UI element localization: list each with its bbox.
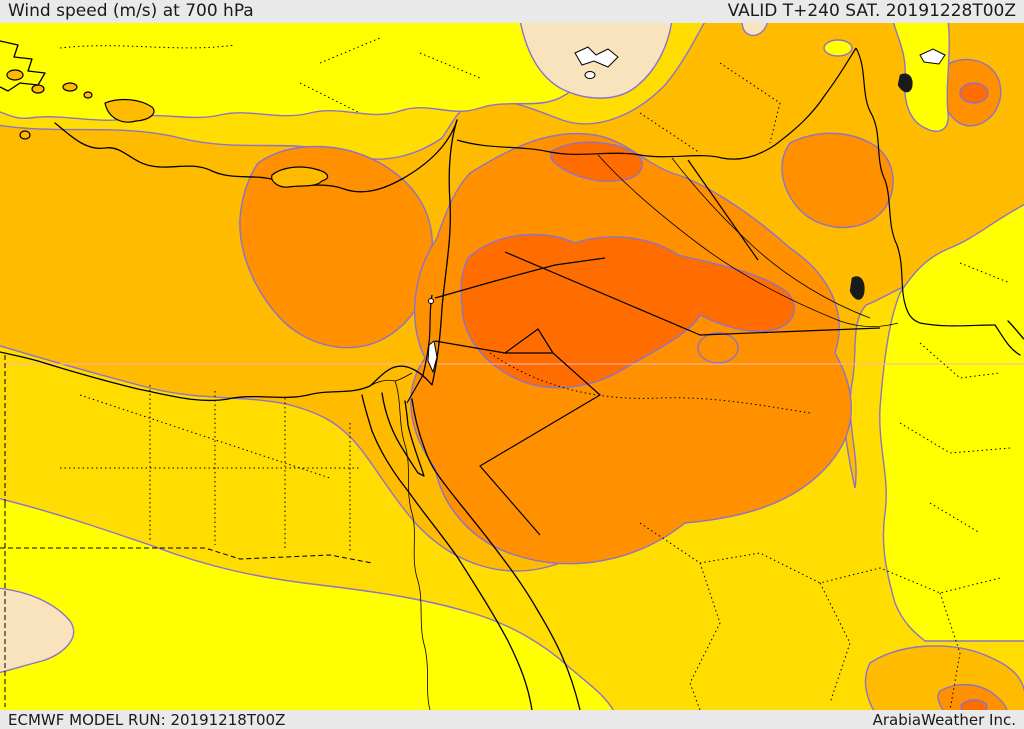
band-6-main-core — [460, 233, 795, 389]
admin-boundary-layer — [0, 37, 1011, 710]
aegean-island — [62, 82, 78, 92]
jordan-saudi-border — [434, 328, 601, 536]
turkey-lakes — [574, 46, 619, 68]
aegean-island — [83, 91, 93, 99]
band-6-northeast-core — [959, 82, 989, 104]
cyprus-island — [271, 166, 329, 188]
nile-river — [369, 372, 431, 710]
band-6-corner-core — [960, 699, 988, 710]
band-5-small-blob — [697, 332, 739, 364]
greek-coast-fragment — [0, 40, 46, 92]
brand-label: ArabiaWeather Inc. — [872, 710, 1016, 729]
turkey-south-border — [456, 47, 857, 160]
turkey-admin-lines — [59, 37, 781, 154]
band-2-iran-region — [879, 203, 1024, 642]
band-1-southwest-region — [0, 587, 75, 674]
border-layer — [406, 47, 996, 536]
turkey-small-lake — [584, 71, 596, 79]
persian-gulf-coastline — [994, 320, 1024, 356]
dead-sea — [427, 340, 438, 374]
egypt-sudan-border — [0, 547, 373, 564]
iran-iraq-border — [855, 47, 996, 327]
lake-urmia — [897, 73, 913, 93]
aegean-island — [19, 130, 31, 140]
saudi-admin-lines — [639, 522, 1001, 710]
band-2-small-patch — [823, 39, 853, 57]
header-bar: Wind speed (m/s) at 700 hPa VALID T+240 … — [0, 0, 1024, 23]
band-5-corner-core — [937, 684, 1008, 710]
syria-iraq-border — [687, 159, 759, 261]
river-layer — [369, 154, 899, 710]
map-canvas — [0, 23, 1024, 710]
band-5-levant-blob — [239, 145, 433, 349]
tigris-river — [671, 157, 871, 319]
coastline-layer — [0, 40, 1024, 710]
aegean-island — [31, 84, 45, 94]
zagros-lake — [849, 276, 865, 300]
levant-egypt-coastline — [0, 119, 458, 402]
jordan-valley-border — [406, 294, 433, 404]
band-2-southwest-region — [0, 498, 614, 710]
syria-jordan-border — [434, 257, 606, 299]
wind-speed-contour-map — [0, 23, 1024, 710]
euphrates-river — [597, 154, 899, 327]
lake-layer — [427, 46, 946, 374]
lake-van — [919, 48, 946, 65]
band-6-layer — [460, 82, 989, 710]
band-5-north-iraq-blob — [781, 132, 894, 229]
sinai-coastline — [381, 392, 425, 477]
band-1-top-patch — [741, 23, 768, 37]
aegean-island — [6, 69, 24, 81]
egypt-admin-lines — [60, 385, 360, 553]
sea-of-galilee — [428, 298, 434, 304]
valid-time-label: VALID T+240 SAT. 20191228T00Z — [727, 1, 1016, 21]
footer-bar: ECMWF MODEL RUN: 20191218T00Z ArabiaWeat… — [0, 710, 1024, 729]
red-sea-west-coastline — [361, 394, 533, 710]
rhodes-island — [104, 98, 155, 123]
model-run-label: ECMWF MODEL RUN: 20191218T00Z — [8, 710, 286, 729]
iraq-saudi-border — [504, 251, 881, 336]
red-sea-east-coastline — [411, 398, 581, 710]
map-title: Wind speed (m/s) at 700 hPa — [8, 1, 254, 21]
